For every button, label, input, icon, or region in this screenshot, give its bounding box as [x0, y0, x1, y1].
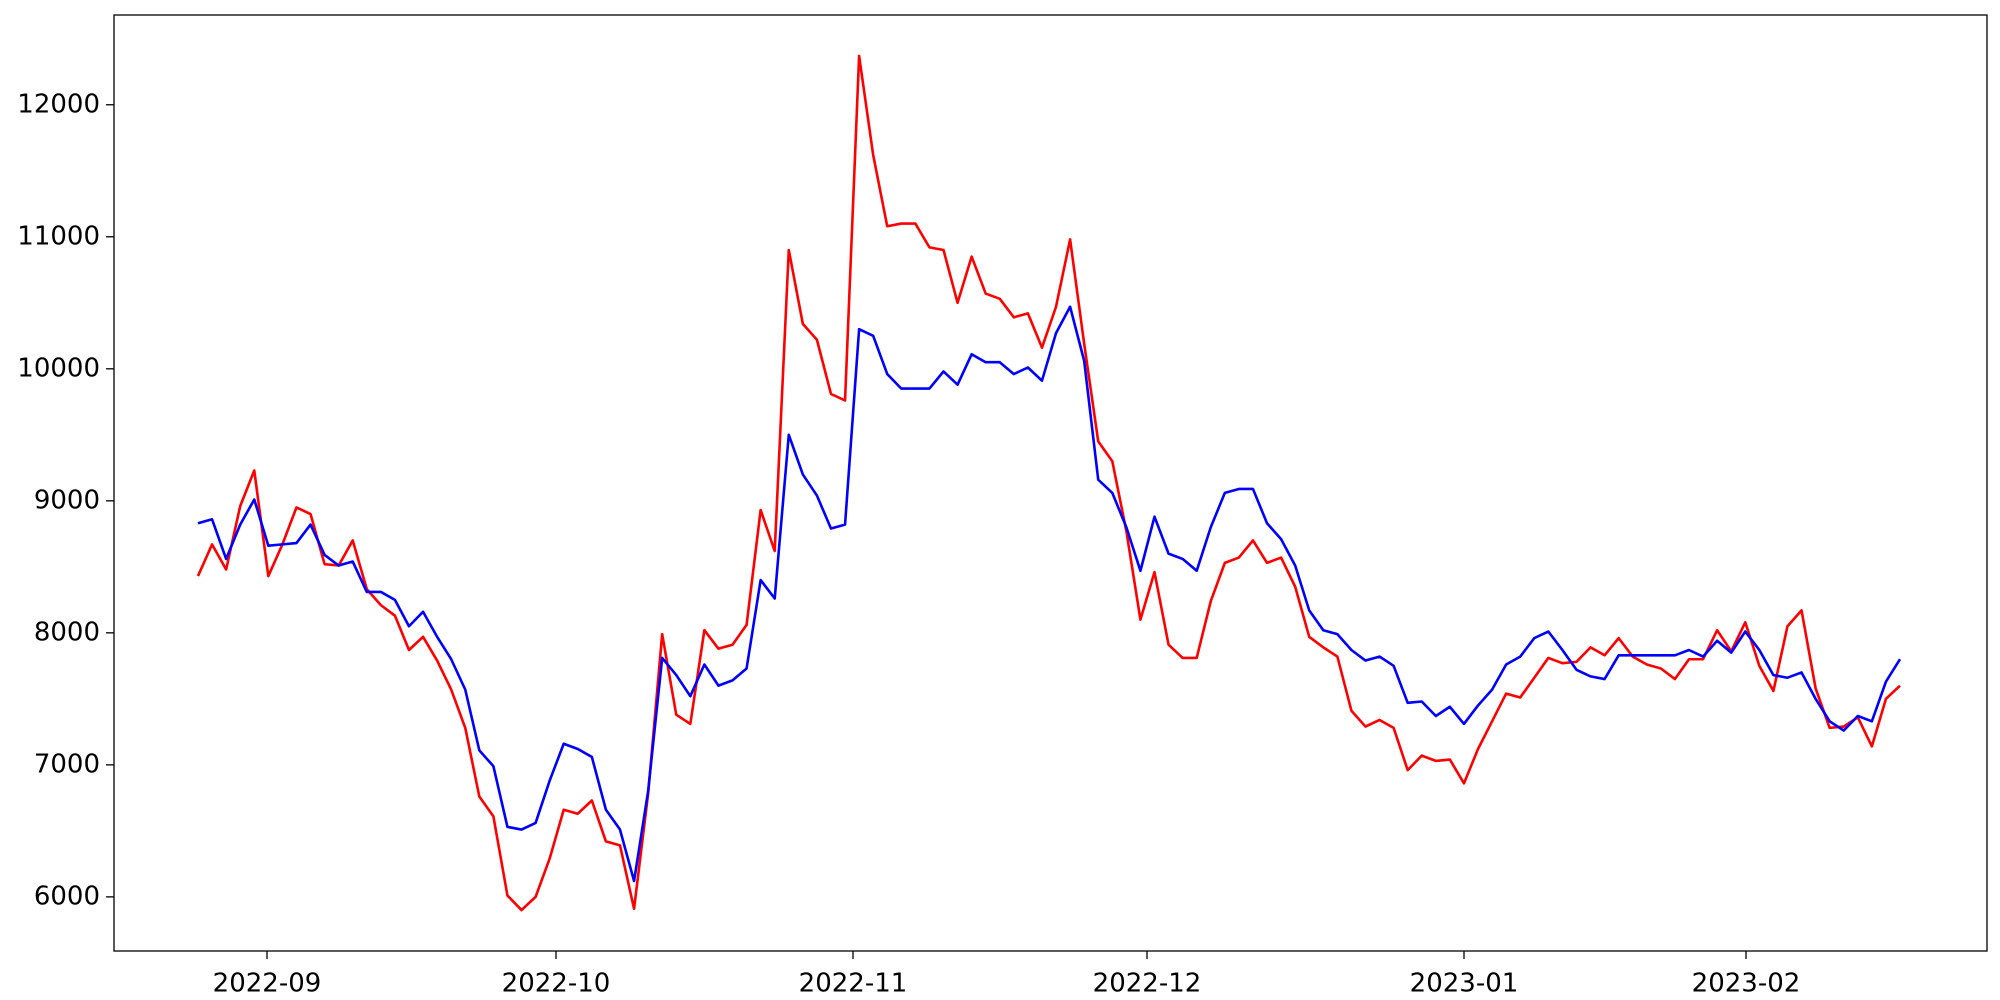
x-tick-label: 2022-11 — [799, 968, 908, 998]
x-tick-label: 2022-09 — [213, 968, 322, 998]
x-tick-label: 2022-10 — [502, 968, 611, 998]
y-tick-label: 6000 — [34, 881, 100, 911]
y-tick-label: 8000 — [34, 617, 100, 647]
y-tick-label: 11000 — [17, 221, 100, 251]
x-tick-label: 2023-01 — [1410, 968, 1519, 998]
y-tick-label: 12000 — [17, 89, 100, 119]
x-tick-label: 2023-02 — [1692, 968, 1801, 998]
series-line — [197, 305, 1902, 883]
series-line — [196, 54, 1901, 912]
y-tick-label: 9000 — [34, 485, 100, 515]
y-tick-label: 10000 — [17, 353, 100, 383]
x-tick-label: 2022-12 — [1093, 968, 1202, 998]
plot-frame — [113, 14, 1988, 952]
y-tick-label: 7000 — [34, 749, 100, 779]
